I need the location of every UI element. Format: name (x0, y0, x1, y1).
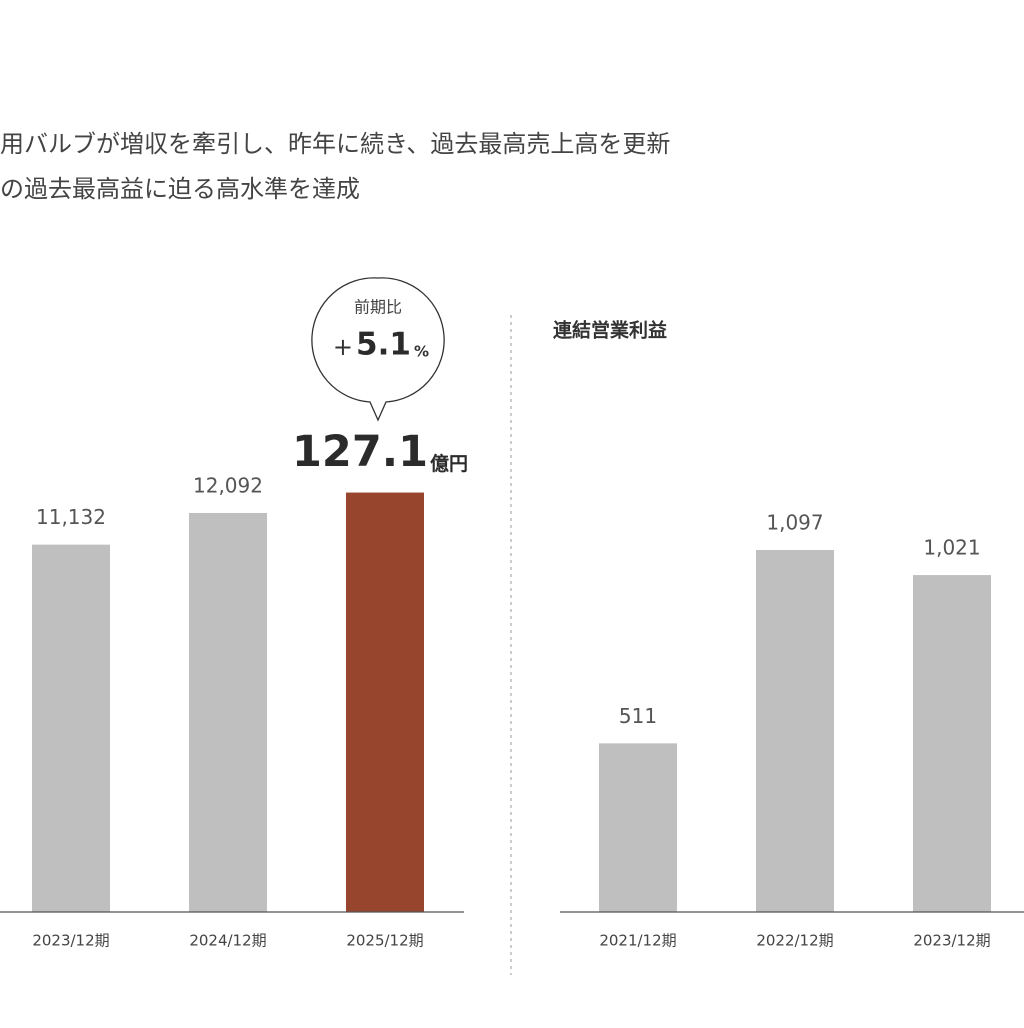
description-line: 用バルブが増収を牽引し、昨年に続き、過去最高売上高を更新 (0, 130, 670, 158)
value-label: 127.1 (292, 427, 428, 477)
x-tick-label: 2022/12期 (756, 932, 833, 950)
value-label: 12,092 (193, 473, 263, 497)
bar (913, 575, 991, 912)
x-tick-label: 2023/12期 (913, 932, 990, 950)
x-tick-label: 2025/12期 (346, 932, 423, 950)
bar (346, 492, 424, 912)
x-tick-label: 2024/12期 (189, 932, 266, 950)
callout-unit: % (414, 343, 429, 361)
callout-sign: + (333, 333, 353, 361)
value-label: 11,132 (36, 505, 106, 529)
bar (756, 549, 834, 912)
callout-label: 前期比 (354, 298, 402, 317)
value-label: 511 (619, 704, 657, 728)
chart-title: 連結営業利益 (553, 319, 667, 342)
value-label: 1,097 (766, 510, 823, 534)
value-label: 1,021 (923, 536, 980, 560)
value-unit: 億円 (430, 452, 468, 475)
x-tick-label: 2023/12期 (32, 932, 109, 950)
description-line: の過去最高益に迫る高水準を達成 (0, 175, 360, 203)
bar (599, 743, 677, 912)
bar (189, 512, 267, 912)
callout-value: 5.1 (356, 327, 411, 363)
callout-bubble (311, 277, 445, 422)
bar (32, 544, 110, 912)
x-tick-label: 2021/12期 (599, 932, 676, 950)
